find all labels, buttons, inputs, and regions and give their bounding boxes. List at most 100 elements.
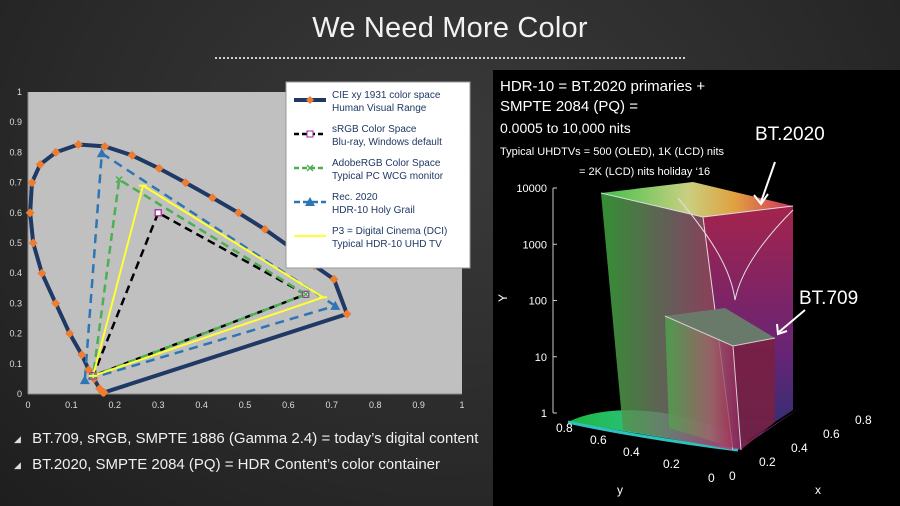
color-volume-3d-chart: 1 10 100 1000 10000 Y 0.8 0.6 0.4 0.2 0 y 0 0.2 0.4 0.6… (496, 161, 872, 497)
cie-marker (207, 193, 217, 203)
x-axis-label: x (815, 483, 821, 497)
cie-marker (95, 384, 105, 394)
x-tick-label: 0.6 (823, 427, 840, 441)
rec2020-marker (330, 300, 341, 310)
y-tick-label: 0.2 (663, 457, 680, 471)
bt709-arrow (778, 309, 806, 333)
cie-marker (342, 309, 352, 319)
z-tick-label: 10000 (516, 183, 547, 195)
x-tick-label: 0 (25, 400, 30, 410)
y-tick-label: 0 (17, 389, 22, 399)
y-tick-label: 0.4 (9, 268, 22, 278)
legend-marker (306, 96, 314, 104)
y-tick-label: 0.3 (9, 298, 22, 308)
legend-series-subtitle: HDR-10 Holy Grail (332, 205, 415, 216)
x-tick-label: 1 (459, 400, 464, 410)
cie-marker (127, 150, 137, 160)
y-tick-label: 0.6 (590, 433, 607, 447)
cie-marker (65, 329, 75, 339)
cie-marker (84, 365, 94, 375)
x-tick-label: 0.7 (326, 400, 339, 410)
cie-locus-series (28, 142, 349, 395)
cie-marker (77, 350, 87, 360)
legend-series-name: AdobeRGB Color Space (332, 158, 441, 169)
hdr-line-4: Typical UHDTVs = 500 (OLED), 1K (LCD) ni… (500, 146, 725, 158)
cie-marker (27, 178, 37, 188)
bt2020-arrow (760, 161, 776, 203)
x-tick-label: 0.2 (109, 400, 122, 410)
x-tick-label: 0.8 (855, 413, 872, 427)
bullet-text-2: BT.2020, SMPTE 2084 (PQ) = HDR Content’s… (32, 456, 440, 473)
adobergb-series (91, 178, 307, 378)
x-tick-label: 0.6 (282, 400, 295, 410)
z-tick-label: 1000 (523, 239, 547, 251)
y-tick-label: 0 (708, 471, 715, 485)
cie-marker (51, 147, 61, 157)
x-tick-label: 0 (729, 469, 736, 483)
bt2020-arrow-head (753, 193, 769, 206)
z-axis-label: Y (496, 294, 510, 302)
cie-marker (233, 208, 243, 218)
adobergb-marker (115, 176, 123, 184)
bullet-triangle-icon: ◢ (14, 433, 21, 444)
cie-marker (28, 238, 38, 248)
legend-series-subtitle: Typical PC WCG monitor (332, 171, 444, 182)
x-tick-label: 0.3 (152, 400, 165, 410)
bullet-item-1: ◢ BT.709, sRGB, SMPTE 1886 (Gamma 2.4) =… (14, 430, 478, 447)
rec2020-series (83, 152, 336, 382)
bullet-item-2: ◢ BT.2020, SMPTE 2084 (PQ) = HDR Content… (14, 456, 440, 473)
legend-series-name: CIE xy 1931 color space (332, 90, 441, 101)
hdr-line-5: = 2K (LCD) nits holiday ‘16 (579, 166, 711, 178)
cie-marker (181, 178, 191, 188)
legend-series-subtitle: Typical HDR-10 UHD TV (332, 239, 442, 250)
chart-legend: CIE xy 1931 color space Human Visual Rang… (285, 81, 471, 269)
legend-series-name: Rec. 2020 (332, 192, 378, 203)
x-tick-label: 0.1 (65, 400, 78, 410)
y-tick-label: 0.9 (9, 117, 22, 127)
rec2020-marker (79, 375, 90, 385)
legend-marker (305, 197, 315, 206)
y-tick-label: 0.8 (556, 421, 573, 435)
bt709-front-face (665, 316, 741, 450)
y-tick-label: 1 (17, 87, 22, 97)
x-tick-label: 0.8 (369, 400, 382, 410)
x-tick-label: 0.4 (195, 400, 208, 410)
legend-marker (306, 164, 314, 172)
legend-series-subtitle: Human Visual Range (332, 103, 427, 114)
y-tick-label: 0.1 (9, 359, 22, 369)
z-tick-label: 100 (529, 296, 547, 308)
p3-series (92, 184, 324, 377)
bullet-text-1: BT.709, sRGB, SMPTE 1886 (Gamma 2.4) = t… (32, 430, 479, 447)
floor-gamut-edge (567, 420, 739, 452)
bt709-box-edge (664, 315, 776, 451)
bt709-label: BT.709 (799, 288, 859, 309)
cie-marker (73, 140, 83, 150)
y-axis-label: y (617, 483, 623, 497)
cie-marker (25, 208, 35, 218)
hdr-line-1: HDR-10 = BT.2020 primaries + (500, 78, 706, 95)
y-tick-label: 0.8 (9, 147, 22, 157)
cie-marker (37, 268, 47, 278)
cie-marker (51, 298, 61, 308)
z-tick-label: 10 (535, 352, 547, 364)
bullet-triangle-icon: ◢ (14, 459, 21, 470)
cie-marker (35, 159, 45, 169)
legend-marker (306, 130, 314, 138)
cie-marker (260, 224, 270, 234)
y-tick-label: 0.2 (9, 329, 22, 339)
cie-marker (154, 163, 164, 173)
cie-marker (100, 141, 110, 151)
x-tick-label: 0.2 (759, 455, 776, 469)
adobergb-marker (302, 290, 310, 298)
cie-marker (329, 274, 339, 284)
hdr-line-3: 0.0005 to 10,000 nits (500, 120, 631, 136)
title-divider (215, 57, 685, 59)
x-tick-label: 0.4 (791, 441, 808, 455)
y-tick-label: 0.6 (9, 208, 22, 218)
legend-series-name: sRGB Color Space (332, 124, 417, 135)
bt709-top-face (665, 308, 775, 346)
x-tick-label: 0.9 (412, 400, 425, 410)
slide-title: We Need More Color (312, 12, 588, 44)
hdr-volume-panel: HDR-10 = BT.2020 primaries + SMPTE 2084 … (493, 70, 900, 506)
legend-series-name: P3 = Digital Cinema (DCI) (332, 226, 447, 237)
